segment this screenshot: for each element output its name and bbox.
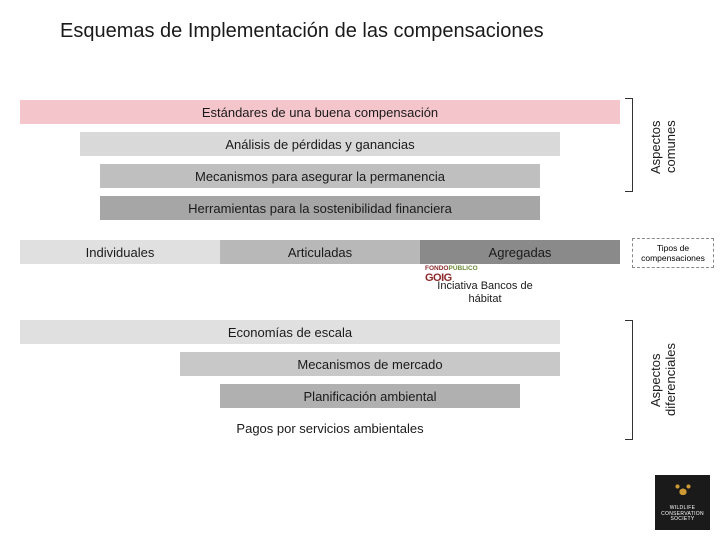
top-bar-group: Estándares de una buena compensación Aná… bbox=[20, 100, 620, 228]
page-title: Esquemas de Implementación de las compen… bbox=[0, 0, 720, 43]
lower-bar-group: Economías de escala Mecanismos de mercad… bbox=[20, 320, 620, 448]
bar-mecanismos: Mecanismos para asegurar la permanencia bbox=[100, 164, 540, 188]
tipos-compensaciones-box: Tipos de compensaciones bbox=[632, 238, 714, 268]
iniciativa-label: Inciativa Bancos de hábitat bbox=[425, 280, 545, 305]
vlabel-bot-l2: diferenciales bbox=[663, 344, 678, 417]
bar-herramientas: Herramientas para la sostenibilidad fina… bbox=[100, 196, 540, 220]
vlabel-aspectos-comunes: Aspectos comunes bbox=[648, 112, 678, 182]
bar-estandares: Estándares de una buena compensación bbox=[20, 100, 620, 124]
bar-pagos: Pagos por servicios ambientales bbox=[140, 416, 520, 440]
bar-mecanismos-mercado: Mecanismos de mercado bbox=[180, 352, 560, 376]
wcs-head-icon bbox=[672, 482, 694, 504]
bracket-bottom bbox=[625, 320, 633, 440]
bar-economias: Economías de escala bbox=[20, 320, 560, 344]
tier-articuladas: Articuladas bbox=[220, 240, 420, 264]
bar-planificacion: Planificación ambiental bbox=[220, 384, 520, 408]
fondo-l2: PÚBLICO bbox=[448, 265, 477, 272]
vlabel-top-l1: Aspectos bbox=[648, 120, 663, 173]
tier-row: Individuales Articuladas Agregadas bbox=[20, 240, 620, 264]
bracket-top bbox=[625, 98, 633, 192]
wcs-text: WILDLIFE CONSERVATION SOCIETY bbox=[661, 506, 704, 523]
wcs-l3: SOCIETY bbox=[670, 516, 694, 522]
wcs-logo: WILDLIFE CONSERVATION SOCIETY bbox=[655, 475, 710, 530]
tier-agregadas: Agregadas bbox=[420, 240, 620, 264]
vlabel-top-l2: comunes bbox=[663, 121, 678, 174]
vlabel-bot-l1: Aspectos bbox=[648, 353, 663, 406]
vlabel-aspectos-diferenciales: Aspectos diferenciales bbox=[648, 335, 678, 425]
bar-analisis: Análisis de pérdidas y ganancias bbox=[80, 132, 560, 156]
tier-individuales: Individuales bbox=[20, 240, 220, 264]
